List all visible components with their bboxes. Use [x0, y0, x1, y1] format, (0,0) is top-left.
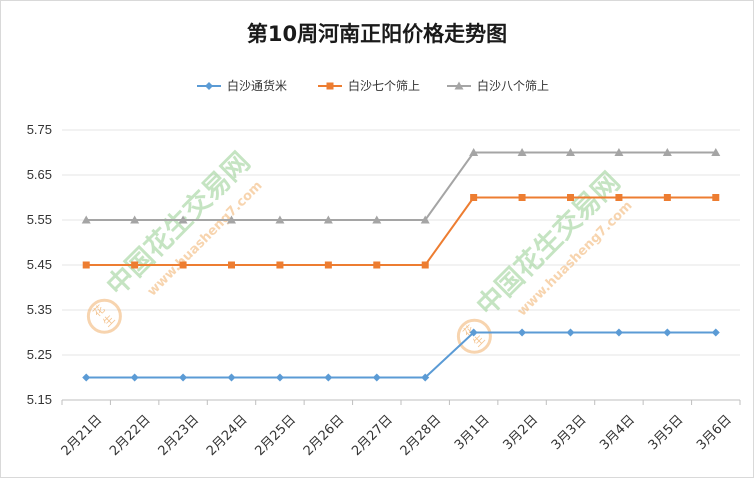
legend: 白沙通货米 白沙七个筛上 白沙八个筛上 — [197, 78, 549, 93]
data-point — [614, 328, 623, 337]
data-point — [131, 261, 139, 269]
y-tick-label: 5.15 — [27, 392, 52, 407]
legend-entry: 白沙八个筛上 — [447, 78, 549, 93]
x-tick-label: 2月26日 — [301, 412, 348, 459]
legend-marker — [205, 82, 213, 90]
data-point — [372, 215, 382, 224]
data-point — [662, 148, 672, 156]
data-point — [130, 373, 139, 382]
legend-marker — [326, 82, 334, 90]
data-point — [518, 328, 527, 337]
data-point — [276, 261, 284, 269]
data-point — [227, 373, 236, 382]
x-tick-label: 2月28日 — [398, 412, 445, 459]
series-square — [82, 194, 720, 269]
legend-entry: 白沙通货米 — [197, 78, 287, 93]
y-tick-label: 5.35 — [27, 302, 52, 317]
data-point — [663, 194, 671, 201]
series-layer — [81, 148, 721, 382]
series-line — [86, 331, 716, 379]
data-point — [517, 148, 527, 156]
legend-entry: 白沙七个筛上 — [318, 78, 420, 93]
x-tick-label: 2月27日 — [349, 412, 396, 459]
y-tick-label: 5.25 — [27, 347, 52, 362]
data-point — [372, 373, 381, 382]
x-tick-label: 3月5日 — [646, 412, 687, 453]
data-point — [469, 328, 478, 337]
legend-label: 白沙八个筛上 — [477, 78, 549, 93]
x-tick-label: 3月4日 — [597, 412, 638, 453]
data-point — [421, 261, 429, 269]
data-point — [373, 261, 381, 269]
x-tick-label: 3月6日 — [694, 412, 735, 453]
data-point — [420, 215, 430, 224]
series-triangle — [81, 148, 721, 224]
y-tick-label: 5.75 — [27, 122, 52, 137]
data-point — [711, 328, 720, 337]
data-point — [228, 261, 235, 269]
x-tick-label: 2月23日 — [156, 412, 203, 459]
data-point — [566, 328, 575, 337]
data-point — [227, 215, 236, 224]
data-point — [566, 148, 575, 156]
x-tick-label: 2月22日 — [107, 412, 154, 459]
data-point — [421, 373, 430, 382]
data-point — [178, 215, 188, 224]
legend-label: 白沙通货米 — [227, 78, 287, 93]
chart-title: 第10周河南正阳价格走势图 — [246, 22, 508, 46]
data-point — [712, 194, 720, 201]
watermark-logo — [456, 318, 492, 354]
watermark-text: 中国花生交易网 — [100, 146, 256, 302]
watermark-text: 中国花生交易网 — [470, 166, 626, 322]
x-tick-label: 2月25日 — [252, 412, 299, 459]
series-diamond — [82, 328, 720, 382]
y-tick-label: 5.65 — [27, 167, 52, 182]
series-line — [86, 151, 716, 221]
data-point — [711, 148, 721, 156]
data-point — [275, 373, 284, 382]
series-line — [86, 196, 716, 266]
x-tick-label: 3月2日 — [500, 412, 541, 453]
data-point — [82, 261, 90, 269]
data-point — [615, 194, 623, 201]
data-point — [663, 328, 672, 337]
data-point — [324, 373, 333, 382]
y-tick-label: 5.45 — [27, 257, 52, 272]
grid-lines — [62, 129, 740, 401]
y-tick-label: 5.55 — [27, 212, 52, 227]
x-tick-label: 3月3日 — [549, 412, 590, 453]
data-point — [130, 215, 140, 224]
x-tick-label: 2月24日 — [204, 412, 251, 459]
data-point — [567, 194, 574, 201]
legend-label: 白沙七个筛上 — [348, 78, 420, 93]
data-point — [82, 373, 91, 382]
data-point — [518, 194, 526, 201]
data-point — [179, 261, 187, 269]
data-point — [469, 148, 479, 156]
data-point — [179, 373, 188, 382]
data-point — [470, 194, 478, 201]
data-point — [275, 215, 285, 224]
watermark-logo — [86, 298, 122, 334]
data-point — [81, 215, 91, 224]
data-point — [324, 261, 332, 269]
x-tick-label: 3月1日 — [452, 412, 493, 453]
data-point — [614, 148, 624, 156]
legend-marker — [454, 81, 464, 90]
x-tick-label: 2月21日 — [59, 412, 106, 459]
data-point — [323, 215, 333, 224]
